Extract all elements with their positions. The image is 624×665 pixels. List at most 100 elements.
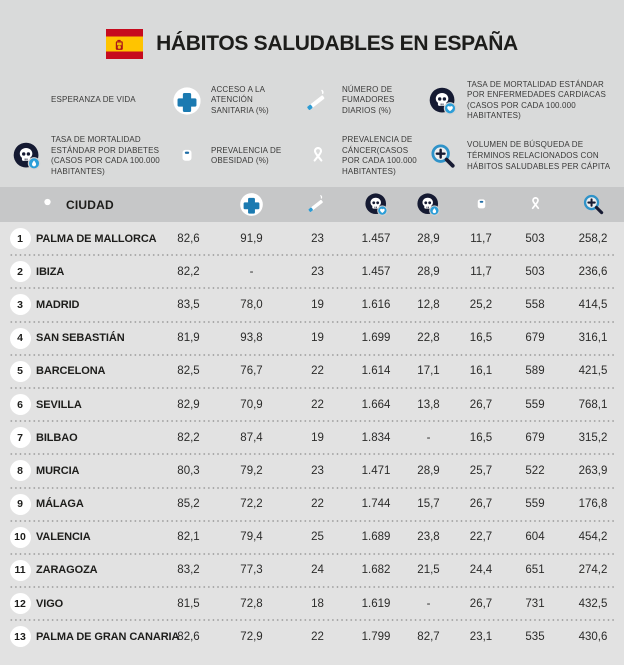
- legend-item: TASA DE MORTALIDAD ESTÁNDAR POR ENFERMED…: [428, 80, 624, 122]
- cell-value: 85,2: [177, 498, 200, 511]
- cell-value: 91,9: [240, 232, 263, 245]
- legend-item-label: NÚMERO DE FUMADORES DIARIOS (%): [342, 84, 395, 116]
- cell-value: 12,8: [417, 298, 440, 311]
- cell-value: 81,5: [177, 597, 200, 610]
- medical-cross-icon: [239, 192, 264, 217]
- cell-value: 23,1: [469, 630, 493, 643]
- cell-value: 454,2: [578, 531, 608, 544]
- table-row: 1 PALMA DE MALLORCA 82,6 91,9 23 1.457 2…: [0, 222, 624, 255]
- page-title: HÁBITOS SALUDABLES EN ESPAÑA: [156, 32, 518, 55]
- city-name: BARCELONA: [36, 365, 106, 378]
- table-row: 10 VALENCIA 82,1 79,4 25 1.689 23,8 22,7…: [0, 519, 624, 554]
- legend-item: ESPERANZA DE VIDA: [12, 86, 172, 116]
- legend-item: PREVALENCIA DE CÁNCER(CASOS POR CADA 100…: [303, 135, 428, 177]
- rank-badge: 10: [9, 526, 31, 548]
- city-name: MÁLAGA: [36, 498, 84, 511]
- metric-column-header: [349, 192, 403, 217]
- city-name: VALENCIA: [36, 531, 91, 544]
- cell-value: 559: [525, 498, 545, 511]
- skull-heart-icon: [364, 192, 389, 217]
- city-name: SAN SEBASTIÁN: [36, 332, 125, 345]
- magnifier-plus-icon: [581, 192, 606, 217]
- cell-value: 604: [525, 531, 545, 544]
- cell-value: 315,2: [578, 431, 608, 444]
- cell-value: 768,1: [578, 398, 608, 411]
- city-name: MURCIA: [36, 464, 80, 477]
- table-row: 3 MADRID 83,5 78,0 19 1.616 12,8 25,2 55…: [0, 287, 624, 321]
- rank-badge: 8: [9, 460, 31, 482]
- metric-column-header: [286, 192, 349, 217]
- legend-item-label: VOLUMEN DE BÚSQUEDA DE TÉRMINOS RELACION…: [467, 140, 611, 171]
- cell-value: 80,3: [177, 464, 200, 477]
- table-row: 13 PALMA DE GRAN CANARIA 82,6 72,9 22 1.…: [0, 619, 624, 653]
- table-row: 8 MURCIA 80,3 79,2 23 1.471 28,9 25,7 52…: [0, 453, 624, 487]
- cell-value: 28,9: [417, 232, 440, 245]
- cell-value: 432,5: [578, 597, 608, 610]
- city-name: IBIZA: [36, 265, 65, 278]
- rank-badge: 6: [9, 394, 31, 416]
- cell-value: 731: [525, 597, 545, 610]
- legend-item-label: PREVALENCIA DE OBESIDAD (%): [211, 145, 282, 166]
- rank-badge: 5: [9, 360, 31, 382]
- cell-value: 82,1: [177, 531, 200, 544]
- city-name: PALMA DE MALLORCA: [36, 232, 157, 245]
- cell-value: 1.664: [361, 398, 391, 411]
- city-column-header: CIUDAD: [0, 193, 160, 217]
- cell-value: -: [426, 431, 431, 444]
- cell-value: 16,1: [469, 365, 493, 378]
- medical-cross-icon: [172, 86, 202, 116]
- cell-value: 22: [311, 365, 324, 378]
- cell-value: 22,8: [417, 332, 440, 345]
- metric-column-header: [160, 192, 217, 217]
- cell-value: 503: [525, 232, 545, 245]
- cell-value: 15,7: [417, 498, 440, 511]
- city-name: PALMA DE GRAN CANARIA: [36, 630, 180, 643]
- rank-badge: 1: [9, 228, 31, 250]
- cell-value: -: [249, 265, 254, 278]
- legend: ESPERANZA DE VIDA ACCESO A LA ATENCIÓN S…: [0, 74, 624, 187]
- cigarette-icon: [305, 192, 330, 217]
- cell-value: -: [426, 597, 431, 610]
- cigarette-icon: [303, 86, 333, 116]
- cell-value: 1.799: [361, 630, 391, 643]
- cell-value: 87,4: [240, 431, 263, 444]
- table-header: CIUDAD: [0, 187, 624, 222]
- cell-value: 24: [311, 564, 324, 577]
- skull-heart-icon: [428, 86, 458, 116]
- cell-value: 82,7: [417, 630, 440, 643]
- cell-value: 28,9: [417, 265, 440, 278]
- cell-value: 18: [311, 597, 324, 610]
- cell-value: 25,7: [469, 464, 493, 477]
- legend-item: TASA DE MORTALIDAD ESTÁNDAR POR DIABETES…: [12, 135, 172, 177]
- table-row: 5 BARCELONA 82,5 76,7 22 1.614 17,1 16,1…: [0, 353, 624, 388]
- cell-value: 21,5: [417, 564, 440, 577]
- cell-value: 176,8: [578, 498, 608, 511]
- cell-value: 82,6: [177, 630, 200, 643]
- heart-icon: [176, 192, 201, 217]
- heart-icon: [12, 86, 42, 116]
- cell-value: 414,5: [578, 298, 608, 311]
- cell-value: 77,3: [240, 564, 263, 577]
- magnifier-plus-icon: [428, 141, 458, 171]
- cell-value: 70,9: [240, 398, 263, 411]
- cell-value: 23,8: [417, 531, 440, 544]
- cell-value: 22: [311, 630, 324, 643]
- rank-badge: 12: [9, 593, 31, 615]
- cell-value: 22: [311, 498, 324, 511]
- cell-value: 558: [525, 298, 545, 311]
- cell-value: 26,7: [469, 498, 493, 511]
- cell-value: 26,7: [469, 597, 493, 610]
- legend-item-label: TASA DE MORTALIDAD ESTÁNDAR POR DIABETES…: [51, 135, 160, 176]
- legend-item-label: TASA DE MORTALIDAD ESTÁNDAR POR ENFERMED…: [467, 79, 607, 121]
- cell-value: 1.457: [361, 232, 391, 245]
- cell-value: 258,2: [578, 232, 608, 245]
- cell-value: 1.682: [361, 564, 391, 577]
- skull-droplet-icon: [416, 192, 441, 217]
- table-row: 4 SAN SEBASTIÁN 81,9 93,8 19 1.699 22,8 …: [0, 320, 624, 355]
- cell-value: 589: [525, 365, 545, 378]
- legend-item: NÚMERO DE FUMADORES DIARIOS (%): [303, 85, 428, 117]
- cell-value: 78,0: [240, 298, 263, 311]
- cell-value: 25: [311, 531, 324, 544]
- legend-item-label: ACCESO A LA ATENCIÓN SANITARIA (%): [211, 84, 269, 116]
